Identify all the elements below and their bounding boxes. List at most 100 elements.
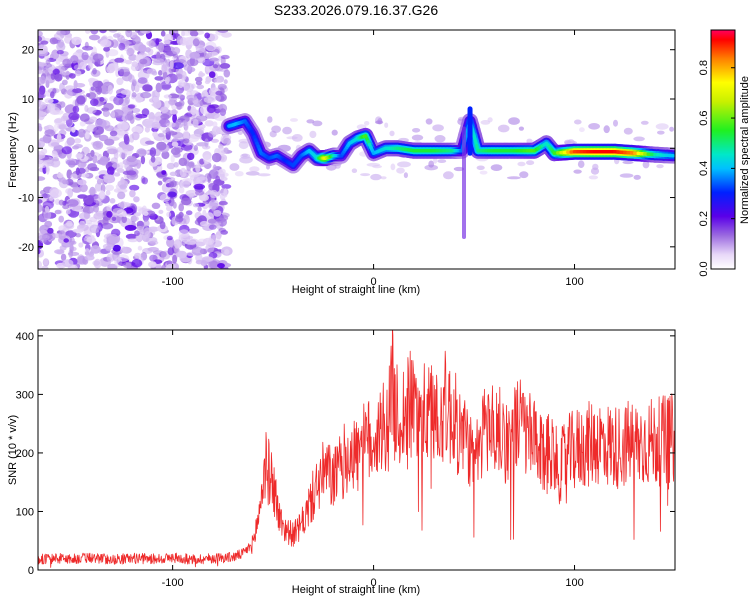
heatmap-noise-cell (54, 249, 65, 255)
heatmap-noise-cell (163, 39, 171, 45)
heatmap-noise-cell (68, 160, 76, 168)
heatmap-noise-cell (208, 224, 217, 230)
heatmap-layer (38, 30, 675, 269)
heatmap-noise-cell (172, 136, 185, 141)
heatmap-noise-cell (166, 76, 171, 83)
heatmap-faint-cell (428, 160, 435, 168)
heatmap-faint-cell (577, 160, 585, 168)
heatmap-noise-cell (88, 59, 93, 69)
heatmap-noise-cell (204, 32, 211, 39)
heatmap-noise-cell (56, 41, 66, 52)
y-tick-label: -20 (18, 242, 34, 254)
heatmap-faint-cell (633, 136, 645, 142)
heatmap-noise-cell (165, 122, 177, 128)
heatmap-noise-cell (38, 91, 44, 101)
heatmap-noise-cell (44, 220, 53, 228)
heatmap-noise-cell (139, 58, 148, 65)
heatmap-noise-cell (43, 258, 49, 266)
heatmap-faint-cell (290, 118, 298, 122)
heatmap-noise-cell (89, 224, 100, 234)
heatmap-faint-cell (669, 126, 674, 132)
heatmap-noise-cell (38, 62, 47, 67)
heatmap-noise-cell (197, 206, 202, 212)
heatmap-noise-cell (217, 30, 229, 33)
heatmap-noise-cell (117, 191, 126, 200)
heatmap-faint-cell (312, 120, 323, 127)
heatmap-noise-cell (108, 30, 118, 33)
heatmap-noise-cell (189, 30, 198, 35)
heatmap-noise-cell (77, 194, 88, 199)
heatmap-noise-cell (117, 121, 129, 131)
heatmap-noise-cell (161, 150, 170, 160)
heatmap-noise-cell (148, 39, 155, 49)
heatmap-noise-cell (64, 90, 73, 99)
heatmap-noise-cell (189, 51, 200, 60)
heatmap-noise-cell (84, 131, 90, 140)
heatmap-noise-cell (184, 82, 195, 92)
colorbar-tick-label: 0.2 (698, 211, 710, 226)
heatmap-noise-cell (103, 102, 114, 111)
heatmap-noise-cell (99, 39, 112, 48)
heatmap-noise-cell (155, 82, 162, 93)
heatmap-noise-cell (133, 196, 140, 203)
heatmap-noise-cell (143, 219, 150, 228)
heatmap-noise-cell (50, 142, 60, 147)
heatmap-noise-cell (86, 107, 97, 114)
heatmap-noise-cell (145, 47, 151, 53)
heatmap-noise-cell (54, 209, 62, 215)
spectrogram-x-label: Height of straight line (km) (292, 284, 420, 296)
heatmap-faint-cell (397, 161, 411, 168)
heatmap-faint-cell (640, 120, 649, 125)
heatmap-noise-cell (53, 123, 59, 132)
heatmap-noise-cell (92, 260, 100, 266)
heatmap-noise-cell (127, 104, 136, 109)
y-tick-label: 10 (22, 94, 34, 106)
heatmap-noise-cell (186, 58, 199, 67)
heatmap-noise-cell (204, 138, 209, 148)
heatmap-noise-cell (140, 91, 152, 99)
heatmap-noise-cell (163, 100, 170, 109)
heatmap-noise-cell (77, 167, 86, 174)
heatmap-noise-cell (181, 197, 192, 206)
heatmap-noise-cell (144, 231, 151, 238)
heatmap-noise-cell (185, 210, 193, 216)
heatmap-noise-cell (166, 235, 173, 241)
snr-x-label: Height of straight line (km) (292, 584, 420, 596)
heatmap-noise-cell (122, 211, 127, 218)
heatmap-noise-cell (210, 51, 219, 56)
heatmap-noise-cell (179, 167, 187, 178)
heatmap-noise-cell (208, 33, 219, 42)
x-tick-label: 0 (371, 276, 377, 288)
heatmap-noise-cell (215, 90, 223, 96)
heatmap-noise-cell (86, 236, 97, 244)
heatmap-noise-cell (129, 189, 136, 198)
heatmap-noise-cell (56, 30, 66, 36)
heatmap-noise-cell (86, 93, 91, 98)
heatmap-noise-cell (104, 138, 115, 146)
heatmap-noise-cell (188, 228, 200, 234)
snr-panel: -100 0 100 0 100 200 300 400 Height of straigh… (7, 329, 676, 596)
heatmap-faint-cell (229, 163, 240, 171)
heatmap-noise-cell (137, 70, 150, 80)
y-tick-label: -10 (18, 193, 34, 205)
heatmap-noise-cell (212, 64, 219, 69)
heatmap-noise-cell (77, 179, 87, 186)
heatmap-noise-cell (132, 34, 139, 40)
heatmap-noise-cell (157, 180, 163, 186)
colorbar-scale (710, 29, 736, 270)
heatmap-faint-cell (519, 171, 529, 179)
spectrogram-y-label: Frequency (Hz) (7, 112, 19, 188)
heatmap-noise-cell (102, 243, 114, 250)
heatmap-noise-cell (127, 238, 138, 243)
heatmap-noise-cell (58, 230, 67, 241)
x-tick-label: -100 (162, 276, 184, 288)
heatmap-noise-cell (158, 209, 164, 214)
heatmap-noise-cell (73, 64, 82, 71)
heatmap-noise-cell (62, 79, 68, 86)
heatmap-noise-cell (68, 249, 73, 258)
heatmap-noise-cell (109, 130, 118, 137)
heatmap-noise-cell (141, 177, 148, 185)
heatmap-noise-cell (125, 59, 132, 65)
heatmap-noise-cell (120, 201, 125, 210)
heatmap-noise-cell (149, 147, 157, 158)
